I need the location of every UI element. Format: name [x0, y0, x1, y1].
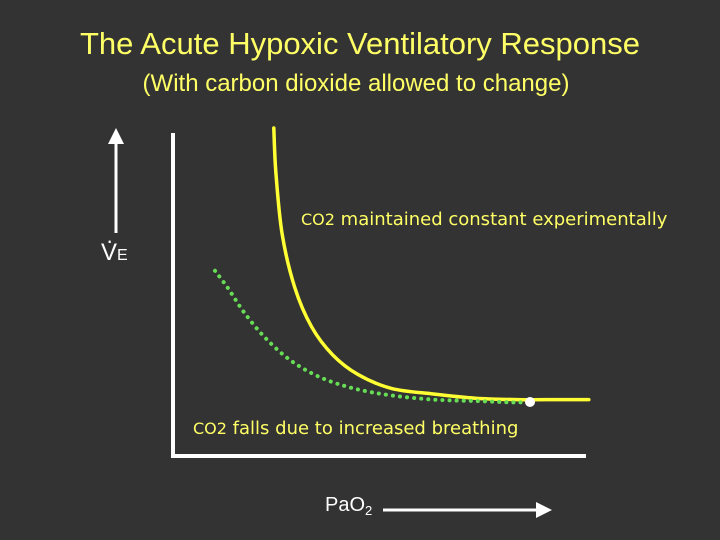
annotation-constant-co2: CO2: [301, 210, 335, 229]
annotation-falling-text: falls due to increased breathing: [226, 418, 519, 439]
annotation-falling: CO2 falls due to increased breathing: [193, 418, 518, 439]
x-arrow-head: [536, 502, 552, 518]
data-marker-0: [525, 397, 535, 407]
x-axis-label-main: PaO: [325, 494, 366, 516]
markers-group: [525, 397, 535, 407]
y-axis-label-dot: ·: [106, 228, 114, 253]
annotation-falling-co2: CO2: [193, 419, 227, 438]
annotation-constant-text: maintained constant experimentally: [334, 209, 668, 230]
x-axis-label-sub: 2: [365, 503, 373, 518]
y-axis-label: · VE: [101, 230, 128, 268]
x-arrow: [383, 502, 552, 518]
x-axis-label: PaO2: [325, 494, 372, 518]
y-axis-label-sub: E: [117, 247, 128, 264]
series-constant-line: [272, 126, 591, 402]
annotation-constant: CO2 maintained constant experimentally: [301, 209, 667, 230]
y-arrow: [108, 128, 124, 233]
y-axis-label-main: V: [101, 239, 118, 266]
y-arrow-head: [108, 128, 124, 144]
series-falling-line: [213, 268, 532, 405]
page-title: The Acute Hypoxic Ventilatory Response: [79, 26, 641, 61]
page-subtitle: (With carbon dioxide allowed to change): [142, 70, 570, 97]
